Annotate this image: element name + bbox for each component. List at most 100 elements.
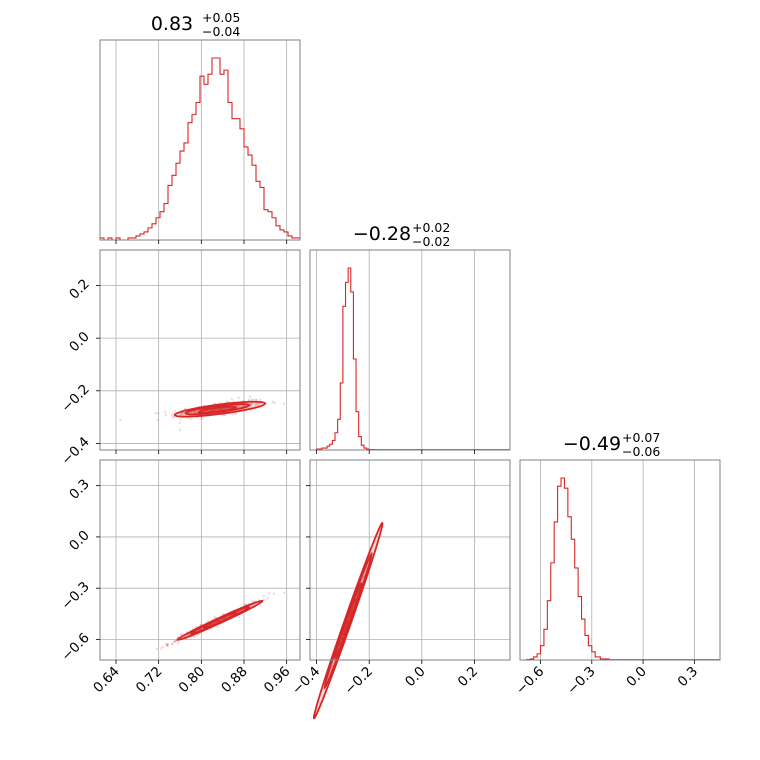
sample-point [206, 620, 210, 623]
x-tick-label: 0.0 [402, 664, 429, 691]
sample-point [247, 398, 251, 402]
y-tick-label: 0.3 [66, 476, 93, 503]
panel-title-plus: +0.05 [202, 10, 240, 25]
sample-point [249, 404, 253, 408]
sample-point [230, 397, 234, 401]
sample-point [174, 639, 177, 643]
panel-frame [309, 249, 511, 451]
sample-point [173, 640, 176, 643]
sample-point [241, 404, 245, 407]
sample-point [237, 405, 240, 409]
y-tick-label: −0.2 [58, 381, 92, 415]
sample-point [172, 640, 175, 644]
panel-hist-param2: −0.28 +0.02−0.02 [309, 220, 511, 454]
panel-frame [99, 459, 301, 661]
x-tick-label: 0.3 [675, 664, 702, 691]
sample-point [171, 416, 175, 419]
sample-point [249, 402, 253, 406]
panel-joint-param1-param3: 0.64 0.72 0.80 0.88 0.96 −0.6 −0.3 0.0 0.3 [58, 459, 301, 697]
sample-point [213, 616, 216, 619]
sample-point [262, 594, 265, 598]
sample-point [177, 641, 180, 644]
sample-point [171, 643, 174, 646]
histogram-step [521, 477, 721, 661]
sample-point [164, 413, 167, 417]
sample-point [231, 413, 234, 416]
density-contour [333, 582, 363, 660]
density-contour [203, 611, 237, 629]
sample-point [216, 625, 219, 628]
sample-point [259, 604, 262, 607]
sample-point [174, 639, 177, 643]
sample-point [282, 402, 286, 405]
panel-title-minus: −0.06 [622, 444, 660, 459]
sample-point [256, 402, 260, 405]
sample-point [233, 412, 236, 415]
panel-title-plus: +0.07 [622, 430, 660, 445]
sample-point [252, 398, 255, 401]
panel-frame [99, 39, 301, 241]
histogram-step [311, 267, 510, 451]
y-tick-label: 0.0 [66, 329, 93, 356]
x-tick-label: 0.96 [261, 664, 294, 697]
sample-point [171, 412, 175, 415]
density-contour [197, 405, 237, 414]
sample-point [173, 410, 177, 413]
y-tick-label: −0.4 [58, 434, 92, 468]
panel-title-value: 0.83 [151, 13, 193, 35]
sample-point [236, 404, 239, 408]
panel-frame [519, 459, 721, 661]
sample-point [165, 644, 169, 647]
sample-point [156, 419, 159, 422]
sample-point [249, 403, 253, 407]
sample-point [194, 410, 197, 413]
sample-point [156, 412, 160, 415]
x-tick-label: 0.2 [455, 664, 482, 691]
sample-point [155, 647, 159, 651]
sample-point [255, 398, 258, 402]
x-tick-label: −0.4 [289, 664, 323, 698]
sample-point [170, 642, 174, 645]
panel-joint-param1-param2: −0.4 −0.2 0.0 0.2 [58, 249, 301, 468]
sample-point [187, 417, 190, 420]
panel-hist-param3: −0.6 −0.3 0.0 0.3 −0.49 +0.07−0.06 [513, 430, 721, 698]
sample-point [179, 633, 183, 636]
y-tick-label: −0.6 [58, 630, 92, 664]
sample-point [266, 596, 269, 600]
x-tick-label: 0.0 [623, 664, 650, 691]
x-tick-label: 0.64 [90, 664, 123, 697]
sample-point [255, 398, 258, 402]
sample-point [267, 592, 271, 595]
y-tick-label: 0.0 [66, 527, 93, 554]
sample-point [193, 635, 197, 638]
x-tick-label: 0.72 [133, 664, 166, 697]
sample-point [166, 643, 169, 646]
sample-point [271, 400, 275, 404]
y-tick-label: 0.2 [66, 276, 93, 303]
sample-point [119, 419, 122, 422]
sample-point [283, 591, 286, 595]
sample-point [272, 592, 275, 595]
panel-frame [99, 249, 301, 451]
sample-point [226, 400, 229, 403]
sample-point [234, 412, 237, 415]
sample-point [198, 633, 201, 636]
panel-frame [309, 459, 511, 661]
x-tick-label: −0.6 [513, 664, 547, 698]
sample-point [165, 643, 169, 647]
sample-point [179, 418, 182, 421]
y-tick-label: −0.3 [58, 579, 92, 613]
sample-point [254, 404, 258, 407]
x-tick-label: 0.88 [218, 664, 251, 697]
sample-point [154, 412, 157, 415]
sample-point [193, 410, 196, 414]
sample-point [166, 642, 170, 646]
sample-point [163, 410, 167, 414]
histogram-step [99, 57, 301, 241]
sample-point [166, 644, 169, 648]
panel-title-minus: −0.04 [202, 24, 240, 39]
sample-point [190, 418, 193, 421]
sample-point [180, 633, 183, 636]
panel-title-minus: −0.02 [412, 234, 450, 249]
